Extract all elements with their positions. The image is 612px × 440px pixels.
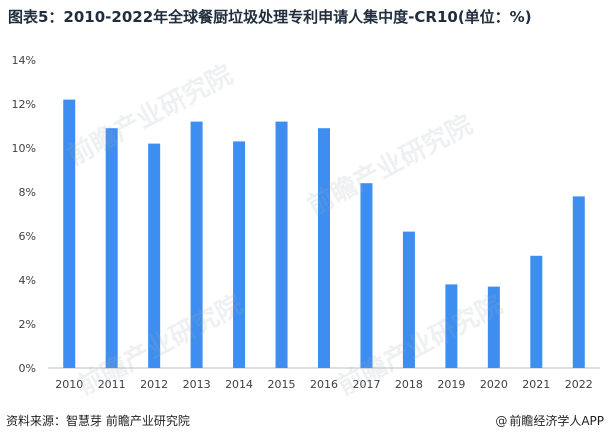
x-tick-label: 2022 [565, 378, 593, 391]
x-tick-label: 2014 [225, 378, 253, 391]
brand: @ 前瞻经济学人APP [495, 412, 604, 429]
bar [318, 128, 330, 368]
bar [360, 183, 373, 368]
chart-title: 图表5：2010-2022年全球餐厨垃圾处理专利申请人集中度-CR10(单位：%… [8, 8, 532, 26]
y-tick-label: 0% [19, 362, 36, 375]
bar [190, 121, 203, 368]
bar [487, 286, 500, 368]
y-tick-label: 4% [19, 274, 36, 287]
bar [530, 255, 543, 368]
bar [572, 196, 585, 368]
x-tick-label: 2016 [310, 378, 338, 391]
x-tick-label: 2019 [437, 378, 465, 391]
x-tick-label: 2011 [98, 378, 126, 391]
bar [445, 284, 458, 368]
x-tick-label: 2015 [268, 378, 296, 391]
source-text: 智慧芽 前瞻产业研究院 [66, 414, 190, 428]
chart-area: 0% 2% 4% 6% 8% 10% 12% 14% 2010 2011 2012 2013 2014 2… [0, 40, 612, 400]
x-tick-label: 2012 [140, 378, 168, 391]
bar [105, 128, 118, 368]
bar [148, 143, 161, 368]
y-tick-label: 2% [19, 318, 36, 331]
y-tick-label: 12% [12, 98, 36, 111]
bar [233, 141, 246, 368]
y-tick-label: 14% [12, 54, 36, 67]
x-tick-label: 2010 [55, 378, 83, 391]
y-tick-label: 10% [12, 142, 36, 155]
source-label: 资料来源： [6, 414, 67, 428]
x-tick-label: 2021 [522, 378, 550, 391]
footer: 资料来源：智慧芽 前瞻产业研究院 @ 前瞻经济学人APP [6, 412, 604, 430]
brand-text: 前瞻经济学人APP [509, 414, 604, 428]
y-tick-label: 8% [19, 186, 36, 199]
x-tick-label: 2017 [352, 378, 380, 391]
y-tick-label: 6% [19, 230, 36, 243]
at-icon: @ [495, 413, 508, 428]
x-tick-label: 2020 [480, 378, 508, 391]
bar-chart: 0% 2% 4% 6% 8% 10% 12% 14% 2010 2011 2012 2013 2014 2… [12, 54, 600, 391]
bar [275, 121, 288, 368]
x-tick-label: 2018 [395, 378, 423, 391]
x-tick-label: 2013 [183, 378, 211, 391]
bar [63, 99, 76, 368]
bar [402, 231, 415, 368]
